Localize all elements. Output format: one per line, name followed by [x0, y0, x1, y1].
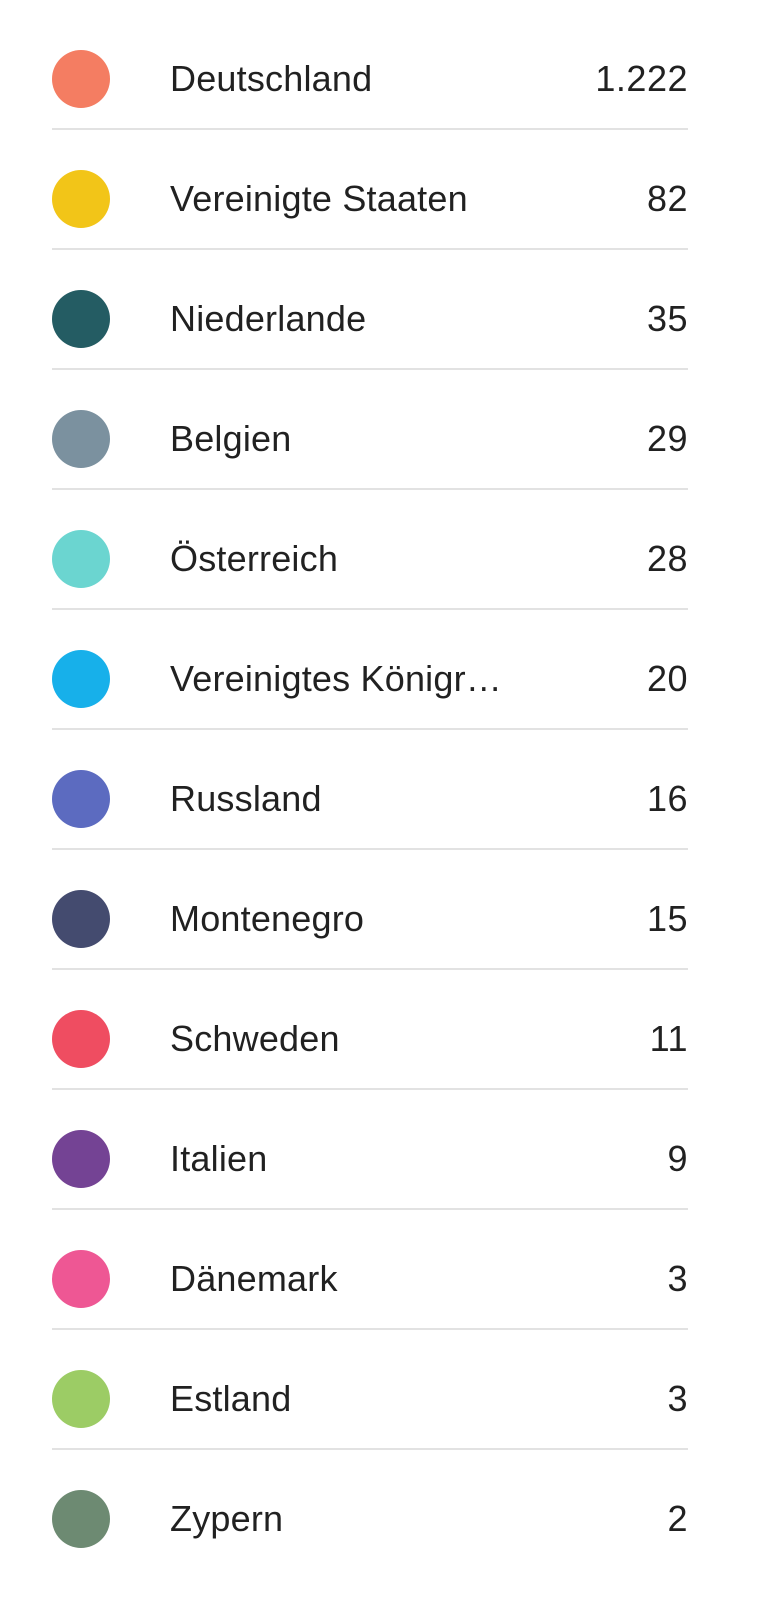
country-name: Österreich	[170, 538, 339, 579]
country-name: Vereinigtes Königr…	[170, 658, 502, 699]
list-item: Russland 16	[52, 730, 688, 850]
country-count: 2	[667, 1498, 688, 1539]
color-dot	[52, 530, 110, 588]
country-name: Dänemark	[170, 1258, 338, 1299]
country-count: 28	[646, 538, 688, 579]
color-dot	[52, 650, 110, 708]
color-dot	[52, 890, 110, 948]
country-count: 29	[646, 418, 688, 459]
color-dot	[52, 290, 110, 348]
list-item: Estland 3	[52, 1330, 688, 1450]
list-item: Vereinigtes Königr… 20	[52, 610, 688, 730]
list-item: Vereinigte Staaten 82	[52, 130, 688, 250]
country-count: 82	[646, 178, 688, 219]
color-dot	[52, 1490, 110, 1548]
country-name: Vereinigte Staaten	[170, 178, 468, 219]
country-count: 20	[646, 658, 688, 699]
country-count: 3	[667, 1378, 688, 1419]
country-name: Schweden	[170, 1018, 340, 1059]
list-item: Montenegro 15	[52, 850, 688, 970]
country-name: Deutschland	[170, 58, 373, 99]
list-item: Österreich 28	[52, 490, 688, 610]
country-name: Estland	[170, 1378, 292, 1419]
country-count: 35	[646, 298, 688, 339]
country-count: 11	[649, 1018, 688, 1059]
color-dot	[52, 770, 110, 828]
country-name: Belgien	[170, 418, 292, 459]
country-name: Zypern	[170, 1498, 284, 1539]
list-item: Niederlande 35	[52, 250, 688, 370]
list-item: Dänemark 3	[52, 1210, 688, 1330]
list-item: Italien 9	[52, 1090, 688, 1210]
list-item: Belgien 29	[52, 370, 688, 490]
list-item: Deutschland 1.222	[52, 10, 688, 130]
list-item: Zypern 2	[52, 1450, 688, 1570]
country-count: 3	[667, 1258, 688, 1299]
list-item: Schweden 11	[52, 970, 688, 1090]
color-dot	[52, 1010, 110, 1068]
color-dot	[52, 410, 110, 468]
color-dot	[52, 1370, 110, 1428]
country-name: Italien	[170, 1138, 268, 1179]
country-count: 16	[646, 778, 688, 819]
country-count: 9	[667, 1138, 688, 1179]
country-name: Montenegro	[170, 898, 365, 939]
color-dot	[52, 50, 110, 108]
country-count: 1.222	[595, 58, 688, 99]
color-dot	[52, 170, 110, 228]
color-dot	[52, 1250, 110, 1308]
color-dot	[52, 1130, 110, 1188]
country-count: 15	[646, 898, 688, 939]
country-name: Russland	[170, 778, 322, 819]
country-name: Niederlande	[170, 298, 367, 339]
